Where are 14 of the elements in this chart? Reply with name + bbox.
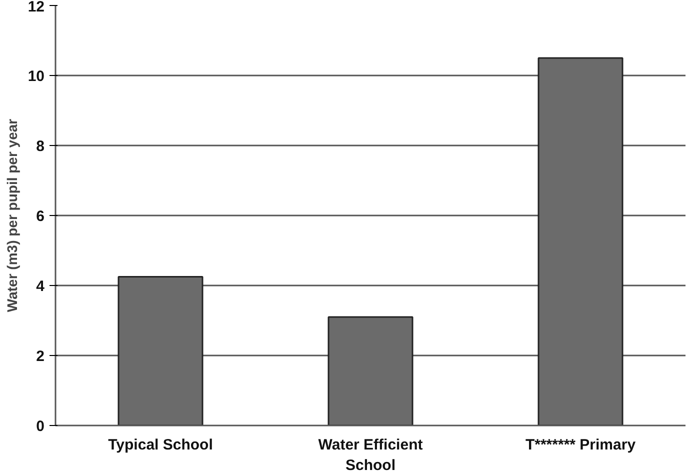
bar <box>328 316 414 426</box>
y-tick-label: 2 <box>36 348 44 365</box>
x-tick-label: T******* Primary <box>525 436 636 454</box>
y-tick-label: 12 <box>28 0 45 16</box>
bar <box>118 276 204 426</box>
x-tick-label: Typical School <box>108 436 213 454</box>
x-tick-label: Water Efficient School <box>318 436 423 474</box>
y-tick-label: 8 <box>36 138 44 155</box>
y-tick-label: 0 <box>36 418 44 435</box>
y-tick-label: 10 <box>28 68 45 85</box>
y-tick-label: 4 <box>36 278 46 295</box>
bar <box>538 57 624 426</box>
y-axis-title: Water (m3) per pupil per year <box>4 118 20 312</box>
y-tick-label: 6 <box>36 208 44 225</box>
